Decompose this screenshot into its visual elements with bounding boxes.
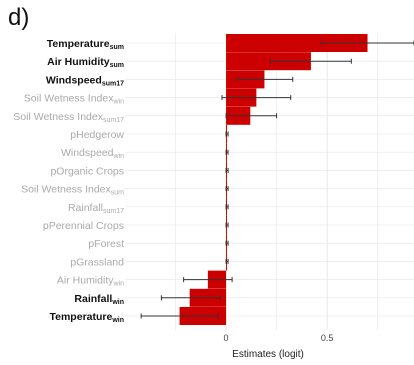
row-label-text: Soil Wetness Index xyxy=(13,111,103,123)
panel-label: d) xyxy=(8,4,30,31)
row-label-text: pGrassland xyxy=(70,256,124,268)
x-ticks-layer: 0 0.5 xyxy=(224,333,334,343)
row-label-text: pPerennial Crops xyxy=(43,220,124,232)
row-label-text: Air Humidity xyxy=(47,56,110,68)
row-label: Windspeedsum17 xyxy=(46,74,124,87)
row-label-subscript: sum xyxy=(110,62,124,69)
row-label-subscript: sum17 xyxy=(102,80,124,87)
row-label-subscript: win xyxy=(111,317,124,324)
row-label-subscript: sum xyxy=(110,44,124,51)
row-label-text: Air Humidity xyxy=(57,275,114,287)
x-tick-label: 0 xyxy=(224,333,229,343)
row-label: Soil Wetness Indexsum xyxy=(21,184,124,197)
row-label-text: Temperature xyxy=(47,38,110,50)
row-label-text: pOrganic Crops xyxy=(50,165,124,177)
row-label: pHedgerow xyxy=(70,129,124,141)
row-label-text: Rainfall xyxy=(68,202,103,214)
row-label-text: pHedgerow xyxy=(70,129,124,141)
row-label-text: Soil Wetness Index xyxy=(24,93,114,105)
error-bars-layer xyxy=(140,40,414,319)
row-label-text: Soil Wetness Index xyxy=(21,184,111,196)
row-label: pGrassland xyxy=(70,256,124,268)
x-tick-label: 0.5 xyxy=(321,333,334,343)
estimate-bar xyxy=(226,52,311,71)
row-label: Temperaturewin xyxy=(50,311,125,324)
estimate-bar xyxy=(226,34,368,52)
row-label-subscript: sum17 xyxy=(103,117,124,124)
x-axis-label: Estimates (logit) xyxy=(232,349,304,360)
row-label: Soil Wetness Indexwin xyxy=(24,93,124,106)
row-label-text: Temperature xyxy=(50,311,113,323)
row-label-subscript: win xyxy=(112,153,124,160)
grid-layer xyxy=(125,33,414,330)
row-label-subscript: win xyxy=(112,281,124,288)
row-label: Air Humiditywin xyxy=(57,275,124,288)
row-label: Windspeedwin xyxy=(61,147,124,160)
row-label-subscript: win xyxy=(111,299,124,306)
row-label-text: Rainfall xyxy=(74,293,112,305)
bars-layer xyxy=(179,34,368,325)
row-label: pPerennial Crops xyxy=(43,220,124,232)
row-label-subscript: sum xyxy=(111,190,124,197)
row-label-subscript: sum17 xyxy=(103,208,124,215)
row-label-text: Windspeed xyxy=(46,74,102,86)
row-label: Soil Wetness Indexsum17 xyxy=(13,111,124,124)
row-label: pOrganic Crops xyxy=(50,165,124,177)
row-label-text: Windspeed xyxy=(61,147,114,159)
row-label: pForest xyxy=(88,238,124,250)
row-label: Air Humiditysum xyxy=(47,56,124,69)
row-label: Temperaturesum xyxy=(47,38,124,51)
row-label: Rainfallsum17 xyxy=(68,202,124,215)
row-label-text: pForest xyxy=(88,238,124,250)
row-label: Rainfallwin xyxy=(74,293,124,306)
row-label-subscript: win xyxy=(112,99,124,106)
